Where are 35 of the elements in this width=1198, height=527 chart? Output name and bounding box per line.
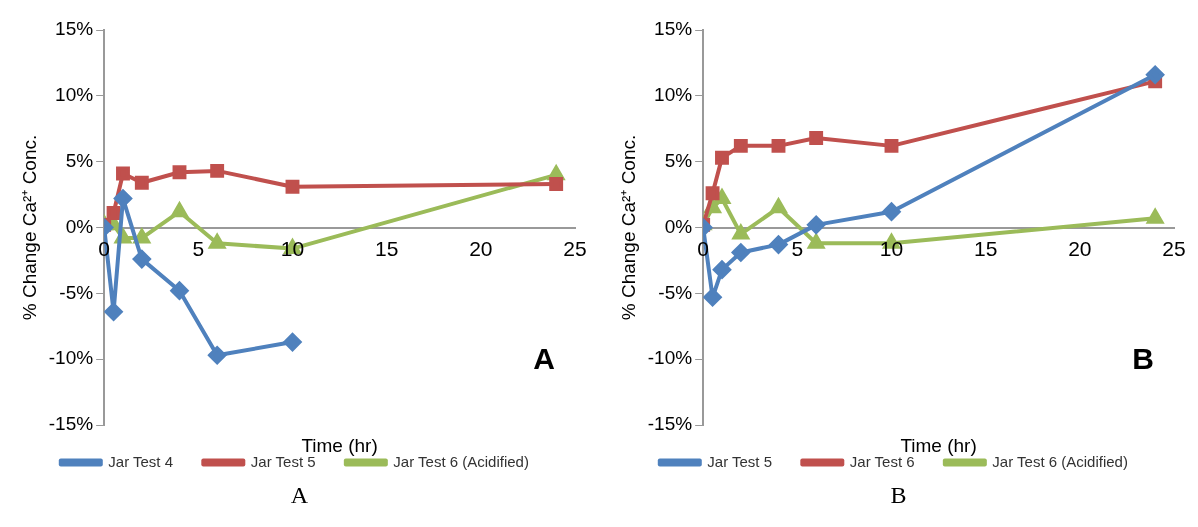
y-axis-title: % Change Ca²⁺ Conc. (18, 134, 40, 321)
y-tick-label: -5% (657, 281, 692, 303)
legend-label: Jar Test 6 (Acidified) (392, 452, 529, 470)
x-tick-label: 5 (790, 236, 803, 260)
y-tick-label: 5% (664, 149, 692, 171)
legend-label: Jar Test 5 (706, 452, 772, 470)
y-tick-label: -15% (647, 413, 692, 435)
x-tick-label: 0 (97, 236, 110, 260)
x-tick-label: 25 (562, 236, 587, 260)
x-tick-label: 5 (191, 236, 204, 260)
y-axis-title: % Change Ca²⁺ Conc. (617, 134, 639, 321)
x-tick-label: 25 (1161, 236, 1186, 260)
annotation: A (532, 341, 555, 375)
annotation: B (1131, 341, 1154, 375)
x-tick-label: 0 (696, 236, 709, 260)
y-tick-label: -15% (48, 413, 93, 435)
y-tick-label: -10% (647, 347, 692, 369)
text: B (890, 482, 907, 509)
y-tick-label: 10% (653, 84, 692, 106)
x-tick-label: 15 (973, 236, 997, 260)
y-tick-label: 0% (65, 215, 93, 237)
y-tick-label: 0% (664, 215, 692, 237)
text: A (290, 482, 309, 509)
y-tick-label: 5% (65, 149, 93, 171)
legend-label: Jar Test 6 (Acidified) (991, 452, 1128, 470)
x-tick-label: 20 (1067, 236, 1092, 260)
y-tick-label: -5% (58, 281, 93, 303)
y-tick-label: 15% (54, 18, 93, 40)
y-tick-label: 10% (54, 84, 93, 106)
y-tick-label: -10% (48, 347, 93, 369)
x-tick-label: 20 (468, 236, 493, 260)
x-tick-label: 15 (374, 236, 398, 260)
x-tick-label: 10 (280, 236, 304, 260)
y-tick-label: 15% (653, 18, 692, 40)
legend-label: Jar Test 4 (107, 452, 173, 470)
